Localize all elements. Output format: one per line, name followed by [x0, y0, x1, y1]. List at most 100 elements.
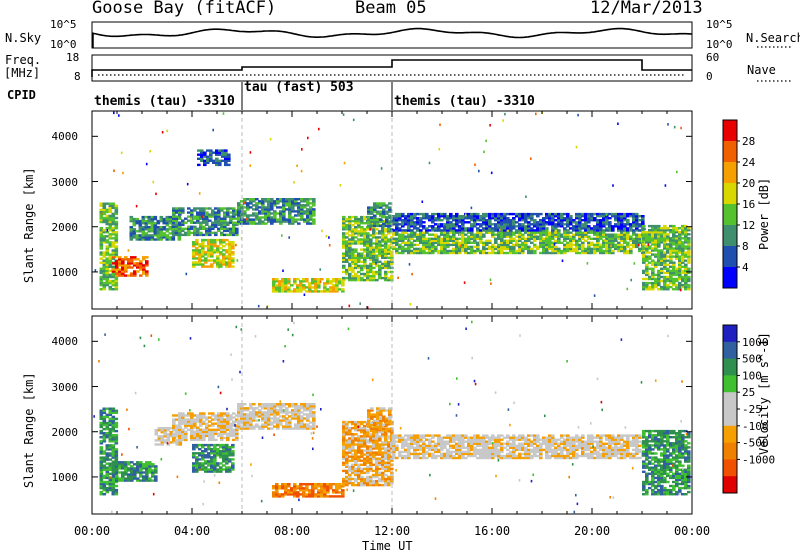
power-cell — [130, 272, 134, 275]
power-cell — [681, 241, 685, 244]
power-cell — [190, 231, 194, 235]
power-cell — [384, 230, 388, 233]
power-cell — [560, 217, 564, 220]
velocity-cell — [199, 436, 203, 440]
power-cell — [452, 247, 456, 251]
power-speckle — [282, 269, 284, 272]
velocity-cell — [303, 405, 307, 408]
power-cell — [221, 155, 225, 158]
velocity-cell — [193, 438, 197, 442]
power-cell — [99, 283, 104, 287]
power-cell — [663, 224, 667, 228]
power-cell — [527, 233, 531, 236]
power-cell — [479, 219, 483, 222]
power-cell — [593, 229, 597, 232]
power-cell — [611, 227, 615, 230]
velocity-cell — [102, 419, 107, 423]
velocity-cell — [223, 428, 227, 431]
velocity-cell — [240, 417, 244, 420]
velocity-cell — [288, 411, 292, 414]
power-cell — [345, 246, 349, 249]
power-cell — [369, 246, 373, 249]
power-cell — [641, 221, 645, 224]
power-cell — [617, 247, 621, 251]
power-cell — [156, 234, 161, 237]
power-cell — [281, 284, 285, 287]
power-cell — [566, 233, 570, 236]
power-cell — [602, 217, 606, 220]
velocity-cell — [114, 472, 119, 475]
power-cell — [467, 227, 471, 230]
power-cell — [449, 231, 453, 234]
power-colorbar-swatch — [723, 120, 737, 142]
power-cell — [202, 219, 206, 222]
velocity-cell — [145, 475, 149, 478]
power-cell — [202, 213, 206, 216]
power-cell — [407, 225, 411, 228]
power-cell — [629, 212, 633, 216]
power-cell — [205, 233, 209, 237]
power-cell — [363, 228, 367, 231]
velocity-cell — [201, 454, 205, 457]
power-cell — [114, 237, 119, 240]
velocity-cell — [187, 422, 191, 425]
power-cell — [464, 227, 468, 230]
power-cell — [584, 221, 588, 224]
power-cell — [626, 229, 630, 232]
power-cell — [602, 241, 606, 244]
power-cell — [578, 235, 582, 238]
power-cell — [342, 240, 346, 243]
freq-label: Freq. — [5, 53, 42, 67]
power-cell — [539, 233, 543, 236]
velocity-cell — [232, 432, 236, 435]
power-cell — [443, 231, 447, 234]
power-cell — [629, 243, 633, 247]
power-cell — [175, 209, 179, 212]
velocity-cell — [108, 468, 113, 471]
power-cell — [572, 233, 576, 236]
power-cell — [190, 227, 194, 230]
power-cell — [657, 281, 661, 285]
velocity-cell — [102, 427, 107, 431]
power-cell — [569, 219, 573, 222]
power-cell — [99, 253, 104, 256]
power-cell — [218, 149, 222, 152]
power-cell — [232, 225, 236, 228]
power-cell — [270, 200, 274, 203]
power-cell — [416, 243, 420, 247]
power-cell — [521, 215, 525, 218]
power-cell — [387, 256, 391, 259]
power-cell — [229, 215, 233, 218]
power-cell — [147, 217, 152, 221]
velocity-cell — [222, 456, 226, 459]
velocity-cell — [279, 415, 283, 418]
velocity-cell — [102, 417, 107, 421]
power-cell — [372, 252, 376, 255]
power-cell — [105, 271, 110, 275]
power-cell — [102, 210, 107, 214]
power-cell — [497, 223, 501, 226]
power-cell — [178, 227, 182, 230]
velocity-cell — [105, 486, 110, 490]
velocity-cell — [225, 462, 229, 465]
velocity-cell — [187, 420, 191, 423]
power-cell — [557, 251, 561, 255]
power-cell — [413, 251, 417, 255]
velocity-cell — [296, 485, 300, 488]
power-cell — [407, 223, 411, 226]
power-cell — [503, 235, 507, 238]
power-cell — [206, 149, 210, 152]
power-cell — [147, 222, 152, 225]
power-cell — [282, 214, 286, 217]
power-cell — [527, 231, 531, 234]
power-cell — [407, 243, 411, 247]
velocity-cell — [345, 453, 349, 456]
power-cell — [133, 270, 137, 273]
velocity-cell — [217, 412, 221, 415]
velocity-ytick-2000: 2000 — [51, 426, 79, 439]
power-cell — [675, 255, 679, 258]
power-cell — [384, 248, 388, 251]
velocity-cell — [302, 493, 306, 496]
power-cell — [215, 153, 219, 156]
power-colorbar-tick-label: 28 — [742, 135, 755, 148]
